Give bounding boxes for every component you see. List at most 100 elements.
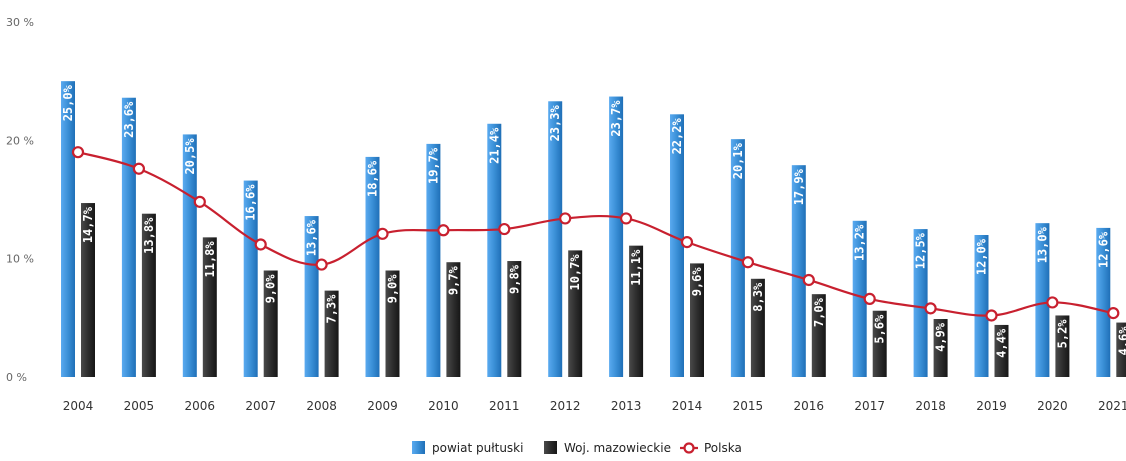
polska-point bbox=[619, 212, 633, 225]
polska-point bbox=[193, 195, 206, 208]
bar-powiat bbox=[243, 180, 258, 377]
bar-label-powiat: 20,1% bbox=[731, 142, 745, 179]
bar-label-mazowieckie: 7,3% bbox=[325, 294, 339, 324]
bar-powiat bbox=[974, 235, 989, 377]
polska-point bbox=[985, 309, 998, 322]
x-tick-label: 2008 bbox=[306, 399, 337, 413]
y-axis: 0 % 10 % 20 % 30 % bbox=[6, 16, 34, 384]
bar-label-mazowieckie: 5,6% bbox=[873, 314, 887, 344]
bar-powiat bbox=[426, 143, 441, 377]
polska-point bbox=[863, 292, 876, 305]
polska-point bbox=[924, 302, 937, 315]
y-tick-label: 20 % bbox=[6, 134, 34, 147]
bar-powiat bbox=[182, 134, 197, 377]
bar-label-mazowieckie: 9,0% bbox=[386, 274, 400, 304]
x-tick-label: 2015 bbox=[733, 399, 764, 413]
bar-mazowieckie bbox=[202, 237, 217, 377]
bar-mazowieckie bbox=[507, 261, 522, 377]
legend-label-powiat: powiat pułtuski bbox=[432, 441, 523, 455]
bar-mazowieckie bbox=[324, 290, 339, 377]
polska-point bbox=[132, 162, 145, 175]
x-tick-label: 2004 bbox=[63, 399, 94, 413]
polska-line bbox=[77, 151, 1114, 317]
polska-line-layer bbox=[71, 146, 1120, 322]
bar-label-mazowieckie: 4,4% bbox=[995, 328, 1009, 358]
bar-label-mazowieckie: 9,6% bbox=[690, 267, 704, 297]
bar-label-powiat: 16,6% bbox=[244, 184, 258, 221]
polska-point bbox=[254, 238, 267, 251]
bar-mazowieckie bbox=[385, 270, 400, 377]
x-tick-label: 2018 bbox=[915, 399, 946, 413]
bar-label-mazowieckie: 8,3% bbox=[751, 282, 765, 312]
x-tick-label: 2006 bbox=[185, 399, 216, 413]
x-axis: 2004 2005 2006 2007 2008 2009 2010 2011 2012 2013… bbox=[63, 399, 1126, 413]
bar-label-powiat: 13,2% bbox=[853, 224, 867, 261]
x-tick-label: 2014 bbox=[672, 399, 703, 413]
bar-mazowieckie bbox=[141, 213, 156, 377]
bar-powiat bbox=[913, 229, 928, 377]
bar-label-powiat: 19,7% bbox=[426, 147, 440, 184]
bar-mazowieckie bbox=[81, 203, 95, 377]
x-tick-label: 2021 bbox=[1098, 399, 1126, 413]
polska-point bbox=[559, 212, 572, 225]
bar-label-powiat: 13,6% bbox=[305, 219, 319, 256]
bar-powiat bbox=[487, 123, 502, 378]
x-tick-label: 2019 bbox=[976, 399, 1007, 413]
bar-mazowieckie bbox=[750, 278, 765, 377]
polska-point bbox=[1046, 296, 1059, 309]
bar-label-mazowieckie: 11,8% bbox=[203, 241, 217, 278]
bar-label-mazowieckie: 14,7% bbox=[81, 206, 95, 243]
bar-mazowieckie bbox=[263, 270, 278, 377]
x-tick-label: 2007 bbox=[245, 399, 276, 413]
bar-mazowieckie bbox=[629, 245, 644, 377]
bar-powiat bbox=[365, 156, 380, 377]
polska-point bbox=[71, 146, 85, 159]
x-tick-label: 2009 bbox=[367, 399, 398, 413]
legend: powiat pułtuski Woj. mazowieckie Polska bbox=[412, 441, 742, 455]
bar-label-powiat: 13,0% bbox=[1035, 226, 1049, 263]
y-tick-label: 30 % bbox=[6, 16, 34, 29]
bar-label-powiat: 20,5% bbox=[183, 138, 197, 175]
polska-point bbox=[1107, 307, 1120, 320]
bar-mazowieckie bbox=[690, 263, 704, 377]
bar-label-powiat: 23,3% bbox=[548, 105, 562, 142]
bar-label-mazowieckie: 5,2% bbox=[1055, 319, 1069, 349]
bar-mazowieckie bbox=[994, 324, 1009, 377]
legend-label-polska: Polska bbox=[704, 441, 742, 455]
bar-powiat bbox=[1035, 223, 1050, 377]
bar-powiat bbox=[852, 220, 867, 377]
bar-powiat bbox=[304, 216, 319, 377]
x-tick-label: 2010 bbox=[428, 399, 459, 413]
bar-label-mazowieckie: 13,8% bbox=[142, 217, 156, 254]
legend-swatch-powiat bbox=[412, 441, 425, 454]
bars-layer bbox=[61, 81, 1126, 378]
bar-powiat bbox=[121, 97, 136, 377]
bar-mazowieckie bbox=[446, 262, 461, 377]
x-tick-label: 2013 bbox=[611, 399, 642, 413]
legend-swatch-mazowieckie bbox=[544, 441, 557, 454]
bar-powiat bbox=[670, 114, 684, 378]
bar-label-mazowieckie: 11,1% bbox=[629, 249, 643, 286]
bar-mazowieckie bbox=[872, 310, 887, 377]
polska-point bbox=[802, 273, 815, 287]
bar-label-mazowieckie: 9,7% bbox=[446, 265, 460, 295]
x-tick-label: 2011 bbox=[489, 399, 520, 413]
bar-mazowieckie bbox=[1116, 322, 1126, 377]
legend-label-mazowieckie: Woj. mazowieckie bbox=[564, 441, 671, 455]
bar-label-powiat: 12,5% bbox=[914, 232, 928, 269]
bar-label-mazowieckie: 4,6% bbox=[1116, 326, 1126, 356]
polska-point bbox=[315, 258, 328, 271]
bar-label-powiat: 12,6% bbox=[1096, 231, 1110, 268]
legend-marker-polska bbox=[683, 442, 695, 454]
bar-mazowieckie bbox=[933, 319, 948, 377]
bar-label-mazowieckie: 9,0% bbox=[264, 274, 278, 304]
bar-powiat bbox=[791, 165, 806, 377]
bar-powiat bbox=[61, 81, 75, 378]
bar-label-mazowieckie: 7,0% bbox=[812, 297, 826, 327]
bar-label-powiat: 25,0% bbox=[61, 84, 75, 121]
bar-label-powiat: 21,4% bbox=[487, 127, 501, 164]
bar-powiat bbox=[609, 96, 624, 378]
polska-point bbox=[437, 224, 450, 237]
